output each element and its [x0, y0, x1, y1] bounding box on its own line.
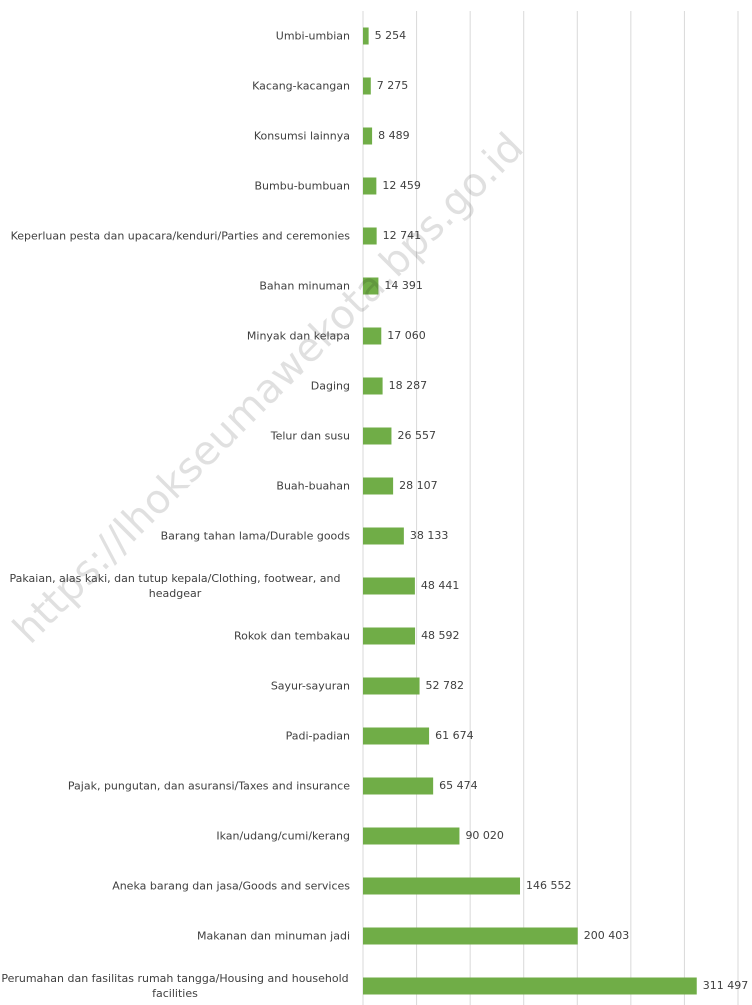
category-label: Bahan minuman [0, 279, 350, 294]
category-text: Kacang-kacangan [252, 79, 350, 93]
category-label: Konsumsi lainnya [0, 129, 350, 144]
bar [363, 927, 578, 945]
category-text: Telur dan susu [270, 429, 350, 443]
bar [363, 977, 697, 995]
category-label: Bumbu-bumbuan [0, 179, 351, 194]
value-label: 48 441 [421, 579, 460, 592]
category-label: Umbi-umbian [0, 29, 350, 44]
bar [363, 577, 415, 595]
value-label: 5 254 [375, 29, 407, 42]
category-label: Ikan/udang/cumi/kerang [0, 829, 350, 844]
category-label: Makanan dan minuman jadi [0, 929, 350, 944]
value-label: 8 489 [378, 129, 410, 142]
category-text: Rokok dan tembakau [233, 629, 350, 643]
category-label: Sayur-sayuran [0, 679, 350, 694]
category-text: Perumahan dan fasilitas rumah tangga/Hou… [1, 972, 349, 1000]
category-label: Pakaian, alas kaki, dan tutup kepala/Clo… [0, 571, 350, 601]
category-label: Barang tahan lama/Durable goods [0, 529, 350, 544]
bar [363, 227, 377, 245]
category-label: Perumahan dan fasilitas rumah tangga/Hou… [0, 971, 350, 1001]
bar [363, 427, 392, 445]
category-text: Aneka barang dan jasa/Goods and services [112, 879, 350, 893]
bar [363, 877, 521, 895]
bar [363, 27, 369, 45]
category-text: Minyak dan kelapa [246, 329, 350, 343]
value-label: 12 459 [382, 179, 421, 192]
value-label: 7 275 [377, 79, 409, 92]
category-label: Kacang-kacangan [0, 79, 350, 94]
value-label: 12 741 [383, 229, 422, 242]
category-text: Sayur-sayuran [270, 679, 350, 693]
bar [363, 477, 394, 495]
value-label: 48 592 [421, 629, 460, 642]
category-text: Barang tahan lama/Durable goods [160, 529, 350, 543]
bar [363, 77, 371, 95]
category-text: Makanan dan minuman jadi [197, 929, 350, 943]
category-label: Daging [0, 379, 350, 394]
category-label: Padi-padian [0, 729, 350, 744]
value-label: 52 782 [426, 679, 465, 692]
value-label: 17 060 [387, 329, 426, 342]
category-text: Ikan/udang/cumi/kerang [216, 829, 350, 843]
bar [363, 727, 430, 745]
value-label: 18 287 [389, 379, 428, 392]
category-text: Keperluan pesta dan upacara/kenduri/Part… [10, 229, 350, 243]
category-text: Pajak, pungutan, dan asuransi/Taxes and … [67, 779, 350, 793]
category-label: Keperluan pesta dan upacara/kenduri/Part… [0, 229, 350, 244]
category-text: Bahan minuman [259, 279, 350, 293]
category-label: Aneka barang dan jasa/Goods and services [0, 879, 350, 894]
bar [363, 377, 383, 395]
category-label: Minyak dan kelapa [0, 329, 350, 344]
bar [363, 177, 377, 195]
bar [363, 677, 420, 695]
bar [363, 127, 373, 145]
value-label: 90 020 [465, 829, 504, 842]
bar [363, 827, 460, 845]
category-label: Telur dan susu [0, 429, 350, 444]
bar [363, 627, 416, 645]
value-label: 14 391 [384, 279, 423, 292]
bar [363, 277, 379, 295]
bar [363, 527, 404, 545]
category-text: Konsumsi lainnya [253, 129, 350, 143]
category-label: Pajak, pungutan, dan asuransi/Taxes and … [0, 779, 350, 794]
bar [363, 777, 434, 795]
value-label: 65 474 [439, 779, 478, 792]
value-label: 146 552 [526, 879, 572, 892]
category-text: Pakaian, alas kaki, dan tutup kepala/Clo… [9, 572, 341, 600]
category-text: Bumbu-bumbuan [254, 179, 351, 193]
value-label: 28 107 [399, 479, 438, 492]
category-text: Padi-padian [285, 729, 350, 743]
category-text: Buah-buahan [276, 479, 350, 493]
category-text: Daging [310, 379, 350, 393]
bar [363, 327, 382, 345]
value-label: 61 674 [435, 729, 474, 742]
value-label: 38 133 [410, 529, 449, 542]
category-text: Umbi-umbian [275, 29, 350, 43]
value-label: 200 403 [584, 929, 630, 942]
category-label: Buah-buahan [0, 479, 350, 494]
category-label: Rokok dan tembakau [0, 629, 350, 644]
value-label: 311 497 [703, 979, 749, 992]
value-label: 26 557 [397, 429, 436, 442]
